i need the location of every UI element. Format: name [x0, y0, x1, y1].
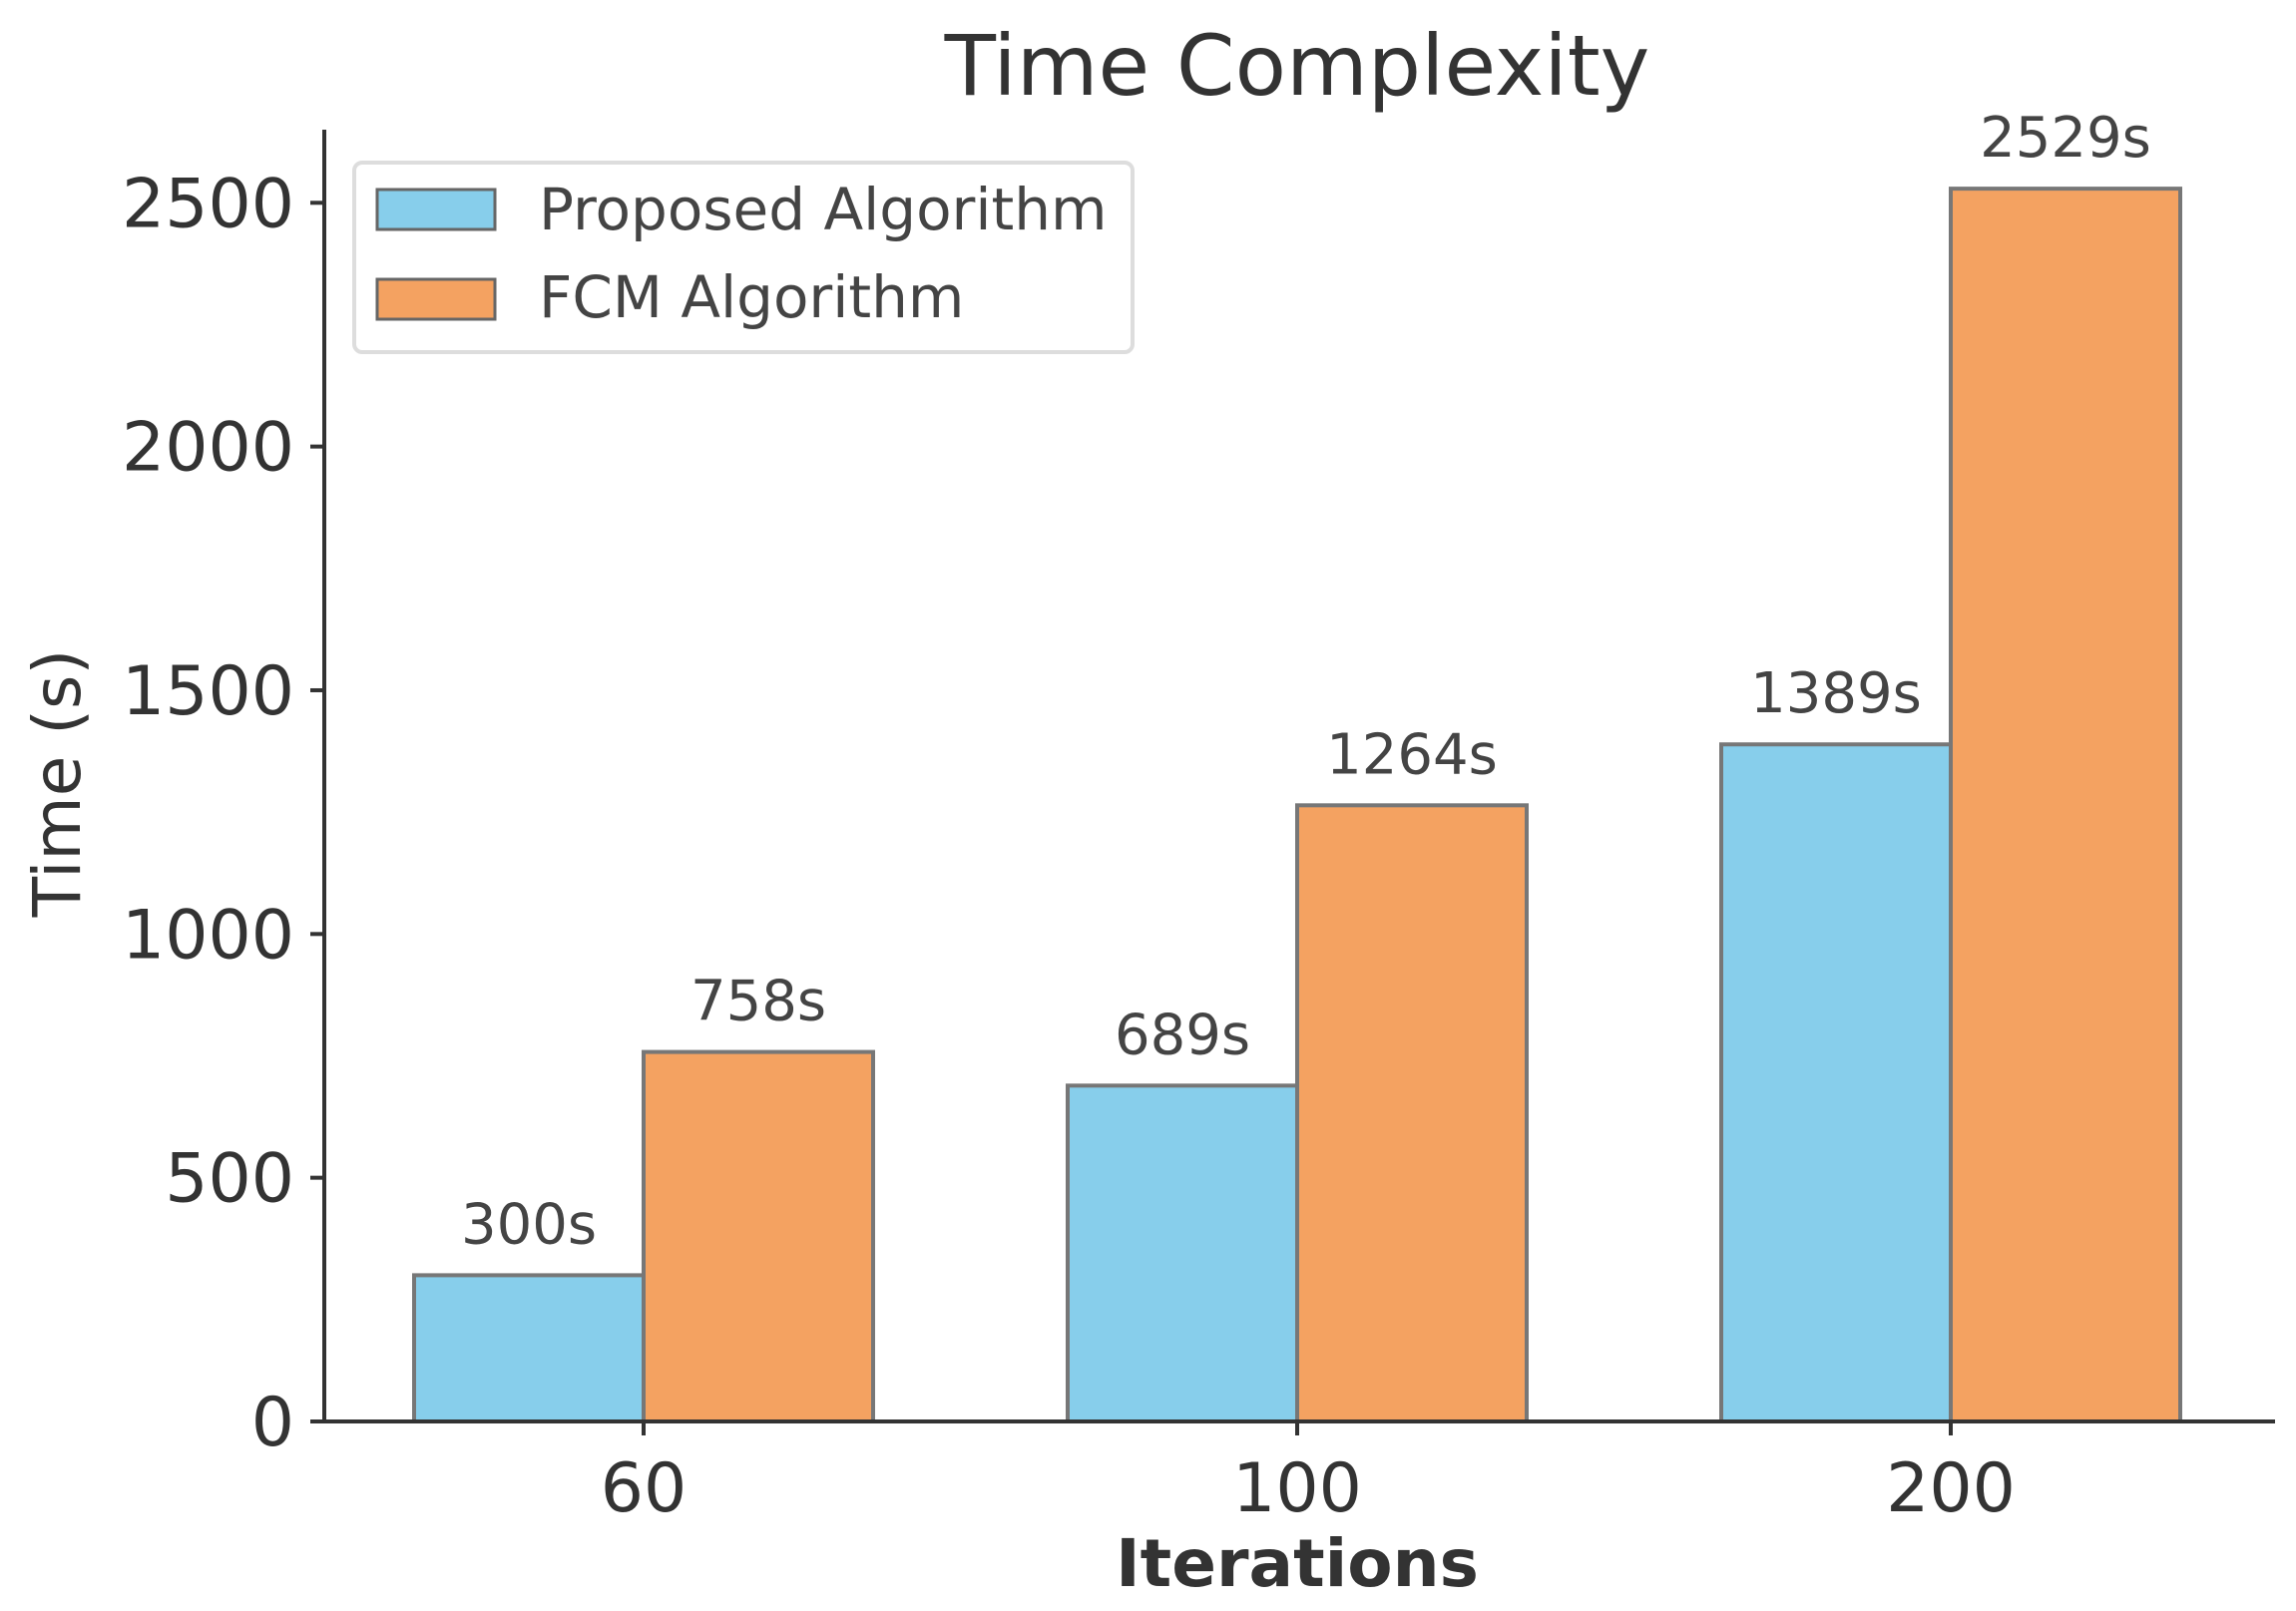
y-ticks-group: 0 500 1000 1500 2000 2500 [122, 165, 324, 1462]
x-ticks-group: 60 100 200 [601, 1421, 2016, 1528]
bar-fcm-60 [642, 1049, 875, 1424]
y-tick-label: 2500 [122, 165, 294, 243]
bar-labels-group: 300s 758s 689s 1264s 1389s 2529s [461, 106, 2151, 1257]
bar-fcm-200 [1949, 187, 2182, 1423]
bar-value-label: 1264s [1326, 722, 1498, 787]
legend-label-proposed: Proposed Algorithm [539, 176, 1108, 243]
bar-fcm-100 [1295, 803, 1529, 1423]
x-tick-label: 200 [1886, 1449, 2016, 1528]
y-tick-label: 0 [251, 1384, 294, 1462]
bar-proposed-60 [412, 1273, 646, 1424]
x-axis-label: Iterations [1116, 1525, 1479, 1602]
x-tick-label: 100 [1232, 1449, 1362, 1528]
y-tick-label: 2000 [122, 409, 294, 488]
bar-value-label: 758s [690, 970, 826, 1034]
bar-value-label: 300s [461, 1192, 597, 1257]
y-tick-label: 1500 [122, 652, 294, 731]
y-axis-label: Time (s) [19, 649, 96, 918]
y-tick-label: 1000 [122, 896, 294, 975]
legend-frame [352, 161, 1135, 354]
legend: Proposed Algorithm FCM Algorithm [352, 161, 1135, 354]
bar-value-label: 689s [1115, 1003, 1250, 1067]
bar-value-label: 1389s [1750, 661, 1922, 726]
y-tick-label: 500 [165, 1140, 294, 1219]
bars-group [412, 187, 2182, 1424]
legend-swatch-proposed [375, 188, 497, 231]
bar-proposed-100 [1066, 1083, 1299, 1424]
x-tick-label: 60 [601, 1449, 688, 1528]
bar-proposed-200 [1719, 742, 1953, 1423]
chart-title: Time Complexity [944, 17, 1650, 115]
legend-swatch-fcm [375, 277, 497, 321]
legend-label-fcm: FCM Algorithm [539, 263, 964, 331]
bar-value-label: 2529s [1980, 106, 2151, 171]
